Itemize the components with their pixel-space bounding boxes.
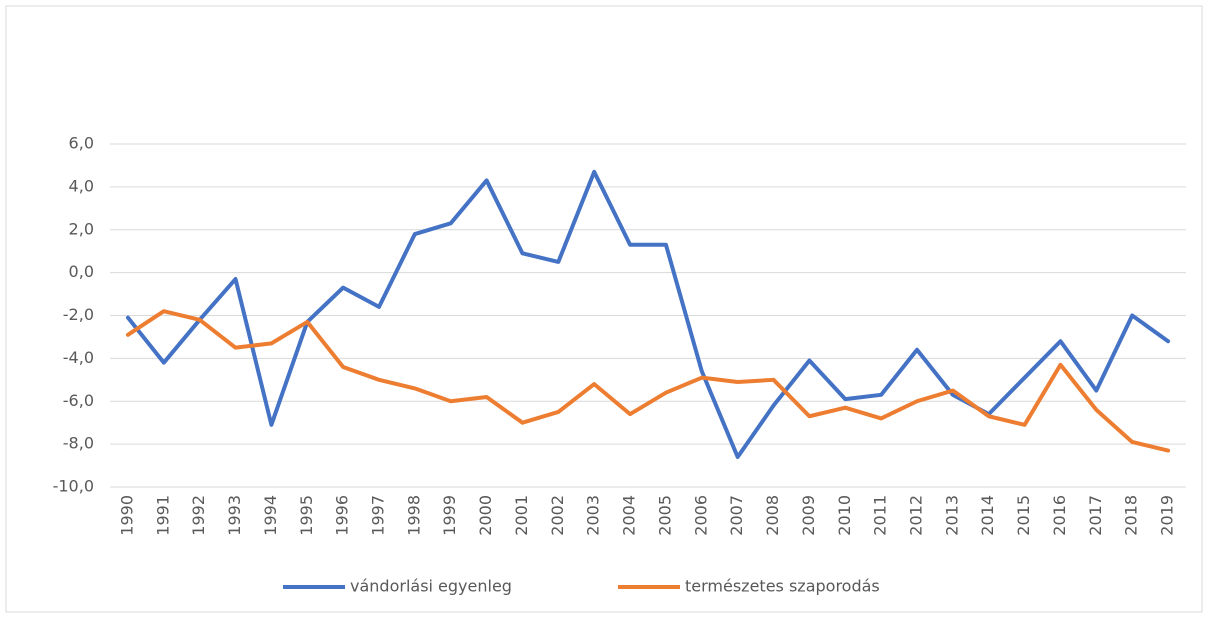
chart-frame: [5, 5, 1203, 613]
x-tick-label: 2018: [1122, 495, 1141, 536]
y-tick-label: -8,0: [63, 434, 94, 453]
x-tick-label: 2013: [942, 495, 961, 536]
x-tick-label: 2008: [763, 495, 782, 536]
x-tick-label: 2001: [512, 495, 531, 536]
line-series: [125, 169, 1171, 459]
y-tick-label: -6,0: [63, 391, 94, 410]
x-tick-label: 2003: [584, 495, 603, 536]
y-tick-label: 4,0: [69, 176, 94, 195]
legend-label: természetes szaporodás: [685, 577, 880, 596]
x-tick-label: 2014: [978, 495, 997, 536]
x-tick-label: 1990: [117, 495, 136, 536]
legend-label: vándorlási egyenleg: [350, 577, 512, 596]
x-tick-label: 1995: [297, 495, 316, 536]
x-tick-label: 2009: [799, 495, 818, 536]
x-tick-label: 2015: [1014, 495, 1033, 536]
x-tick-label: 1999: [440, 495, 459, 536]
x-tick-label: 2012: [907, 495, 926, 536]
x-tick-label: 2007: [727, 495, 746, 536]
line-series: [125, 309, 1171, 453]
x-tick-label: 2006: [691, 495, 710, 536]
x-tick-label: 2005: [655, 495, 674, 536]
y-tick-label: 0,0: [69, 262, 94, 281]
y-tick-label: -2,0: [63, 305, 94, 324]
x-tick-label: 1992: [189, 495, 208, 536]
y-tick-label: 6,0: [69, 134, 94, 153]
x-tick-label: 2010: [835, 495, 854, 536]
x-tick-label: 2016: [1050, 495, 1069, 536]
x-tick-label: 1997: [369, 495, 388, 536]
y-tick-label: 2,0: [69, 219, 94, 238]
x-tick-label: 2002: [548, 495, 567, 536]
y-tick-label: -4,0: [63, 348, 94, 367]
x-tick-label: 2004: [620, 495, 639, 536]
x-tick-label: 2017: [1086, 495, 1105, 536]
x-tick-label: 1996: [333, 495, 352, 536]
y-tick-label: -10,0: [53, 477, 94, 496]
x-tick-label: 2019: [1158, 495, 1177, 536]
x-tick-label: 1998: [404, 495, 423, 536]
x-tick-label: 2000: [476, 495, 495, 536]
x-tick-label: 1993: [225, 495, 244, 536]
x-tick-label: 2011: [871, 495, 890, 536]
x-tick-label: 1991: [153, 495, 172, 536]
x-tick-label: 1994: [261, 495, 280, 536]
